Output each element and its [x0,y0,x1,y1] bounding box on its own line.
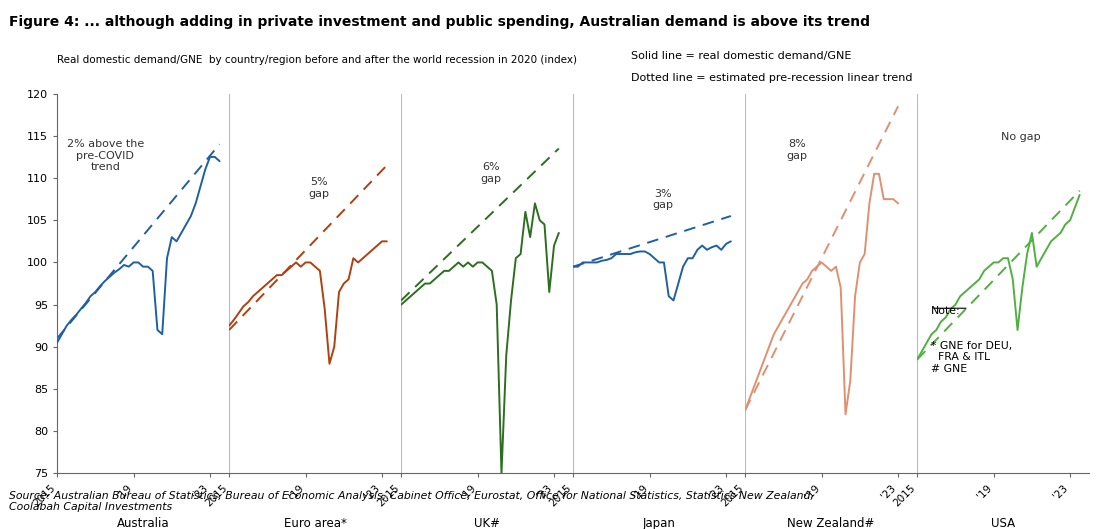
Text: No gap: No gap [1000,132,1040,142]
X-axis label: Japan: Japan [642,516,675,529]
X-axis label: New Zealand#: New Zealand# [787,516,875,529]
Text: 8%
gap: 8% gap [786,139,807,161]
Text: Solid line = real domestic demand/GNE: Solid line = real domestic demand/GNE [631,51,852,61]
Text: Note:: Note: [931,306,961,316]
X-axis label: Euro area*: Euro area* [283,516,347,529]
Text: Real domestic demand/GNE  by country/region before and after the world recession: Real domestic demand/GNE by country/regi… [57,56,578,66]
Text: * GNE for DEU,
  FRA & ITL
# GNE: * GNE for DEU, FRA & ITL # GNE [931,341,1012,373]
Text: Figure 4: ... although adding in private investment and public spending, Austral: Figure 4: ... although adding in private… [9,15,870,29]
Text: Source: Australian Bureau of Statistics, Bureau of Economic Analysis, Cabinet Of: Source: Australian Bureau of Statistics,… [9,491,814,513]
Text: Dotted line = estimated pre-recession linear trend: Dotted line = estimated pre-recession li… [631,74,912,84]
Text: 2% above the
pre-COVID
trend: 2% above the pre-COVID trend [67,139,144,172]
Text: 6%
gap: 6% gap [480,162,501,184]
X-axis label: USA: USA [991,516,1016,529]
Text: 3%
gap: 3% gap [652,189,673,210]
X-axis label: UK#: UK# [474,516,501,529]
Text: 5%
gap: 5% gap [309,177,329,199]
X-axis label: Australia: Australia [116,516,169,529]
